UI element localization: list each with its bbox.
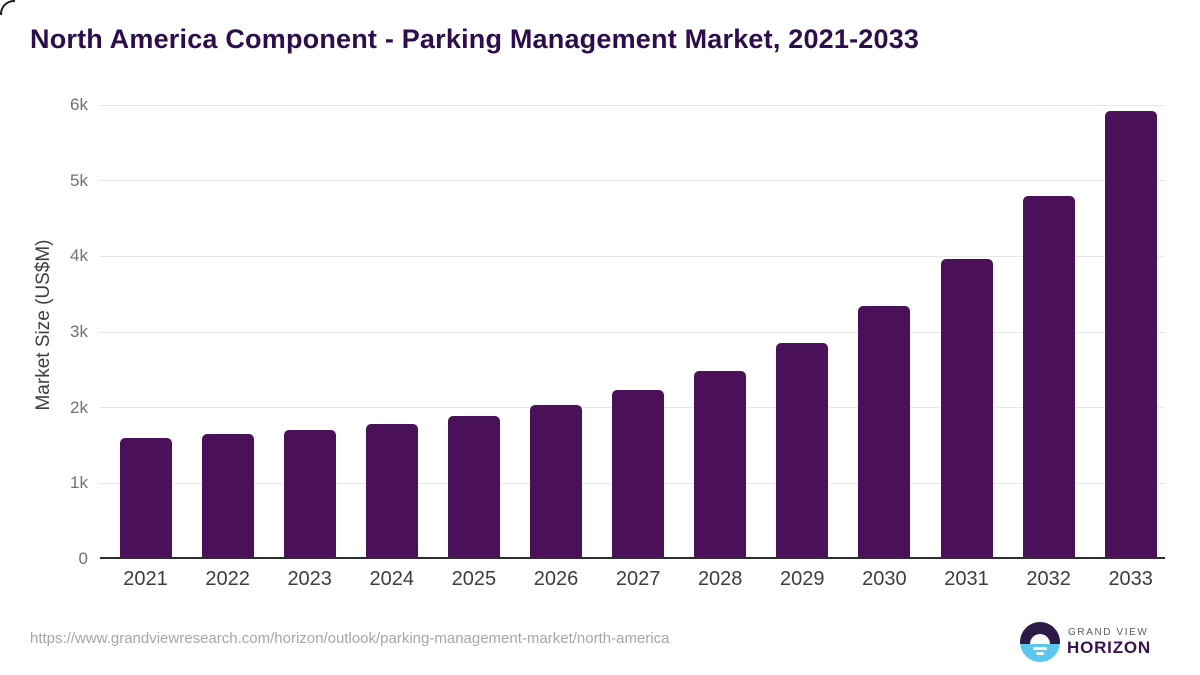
grand-view-horizon-logo: GRAND VIEW HORIZON — [1020, 622, 1180, 662]
horizon-sun-icon — [1020, 622, 1060, 662]
gridline-6k — [100, 104, 1165, 106]
logo-text-grand-view: GRAND VIEW — [1068, 627, 1149, 638]
bar-2025[interactable] — [447, 416, 500, 559]
source-url: https://www.grandviewresearch.com/horizo… — [30, 630, 670, 647]
x-axis-tick-labels: 2021 2022 2023 2024 2025 2026 2027 2028 2029 2030… — [100, 568, 1165, 594]
gridline-4k — [100, 255, 1165, 257]
bar-2023[interactable] — [283, 430, 336, 559]
x-tick-label-2023: 2023 — [287, 568, 332, 590]
y-axis-tick-labels: 0 1k 2k 3k 4k 5k 6k — [0, 96, 88, 568]
plot-area — [100, 104, 1165, 559]
gridline-3k — [100, 331, 1165, 333]
bar-2026[interactable] — [530, 404, 582, 559]
logo-sky-half — [1020, 622, 1060, 644]
x-tick-label-2029: 2029 — [780, 568, 825, 590]
bar-2029[interactable] — [776, 343, 829, 559]
y-tick-label-6k: 6k — [70, 95, 88, 114]
x-tick-label-2033: 2033 — [1108, 568, 1153, 590]
y-tick-label-1k: 1k — [70, 473, 88, 493]
bar-2030[interactable] — [858, 306, 911, 559]
x-tick-label-2025: 2025 — [451, 568, 497, 590]
logo-reflection-line-2 — [1036, 652, 1044, 655]
bar-2024[interactable] — [365, 423, 418, 559]
y-tick-label-3k: 3k — [70, 322, 88, 341]
x-tick-label-2028: 2028 — [697, 568, 743, 590]
bar-2032[interactable] — [1022, 195, 1075, 559]
logo-sun-dome — [1030, 634, 1050, 644]
x-tick-label-2022: 2022 — [205, 568, 250, 590]
bar-2028[interactable] — [694, 370, 747, 559]
x-tick-label-2032: 2032 — [1026, 568, 1071, 590]
bar-2033[interactable] — [1104, 111, 1157, 559]
bar-2022[interactable] — [201, 434, 254, 559]
screenshot-corner-artifact — [0, 0, 15, 15]
y-tick-label-2k: 2k — [70, 397, 88, 417]
x-axis-line — [100, 557, 1165, 559]
x-tick-label-2021: 2021 — [123, 568, 168, 590]
chart-title: North America Component - Parking Manage… — [30, 24, 920, 54]
logo-reflection-line-1 — [1033, 647, 1047, 650]
x-tick-label-2031: 2031 — [944, 568, 989, 590]
x-tick-label-2026: 2026 — [533, 568, 579, 590]
logo-text-horizon: HORIZON — [1067, 638, 1151, 657]
x-tick-label-2024: 2024 — [369, 568, 415, 590]
y-tick-label-5k: 5k — [70, 170, 88, 190]
x-tick-label-2030: 2030 — [862, 568, 907, 590]
bar-2021[interactable] — [119, 437, 172, 559]
gridline-5k — [100, 180, 1165, 182]
bar-2027[interactable] — [612, 390, 665, 559]
y-tick-label-4k: 4k — [70, 246, 88, 266]
y-tick-label-0: 0 — [78, 549, 88, 568]
bar-2031[interactable] — [940, 259, 993, 559]
x-tick-label-2027: 2027 — [615, 568, 661, 590]
